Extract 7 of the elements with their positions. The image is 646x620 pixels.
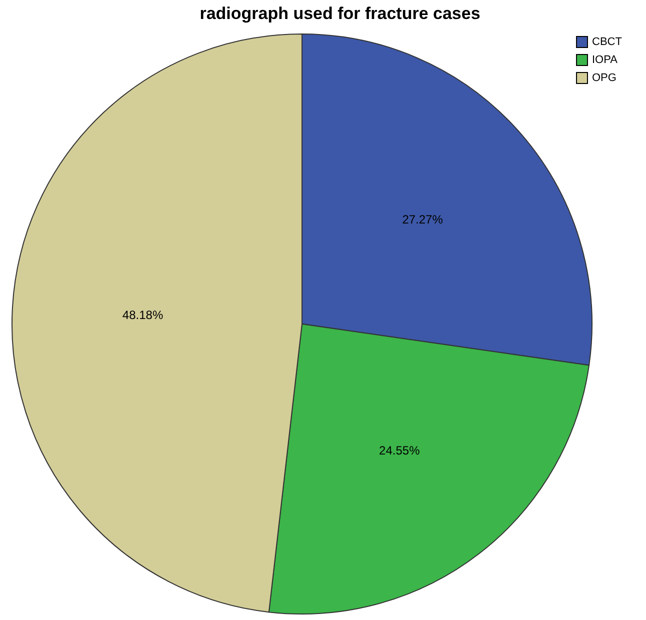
- legend-label: OPG: [592, 72, 616, 84]
- data-label: 24.55%: [379, 443, 420, 458]
- data-label: 27.27%: [402, 212, 444, 227]
- legend-label: IOPA: [592, 54, 618, 66]
- chart-title: radiograph used for fracture cases: [200, 4, 480, 23]
- data-label: 48.18%: [122, 308, 164, 322]
- legend-label: CBCT: [592, 36, 622, 48]
